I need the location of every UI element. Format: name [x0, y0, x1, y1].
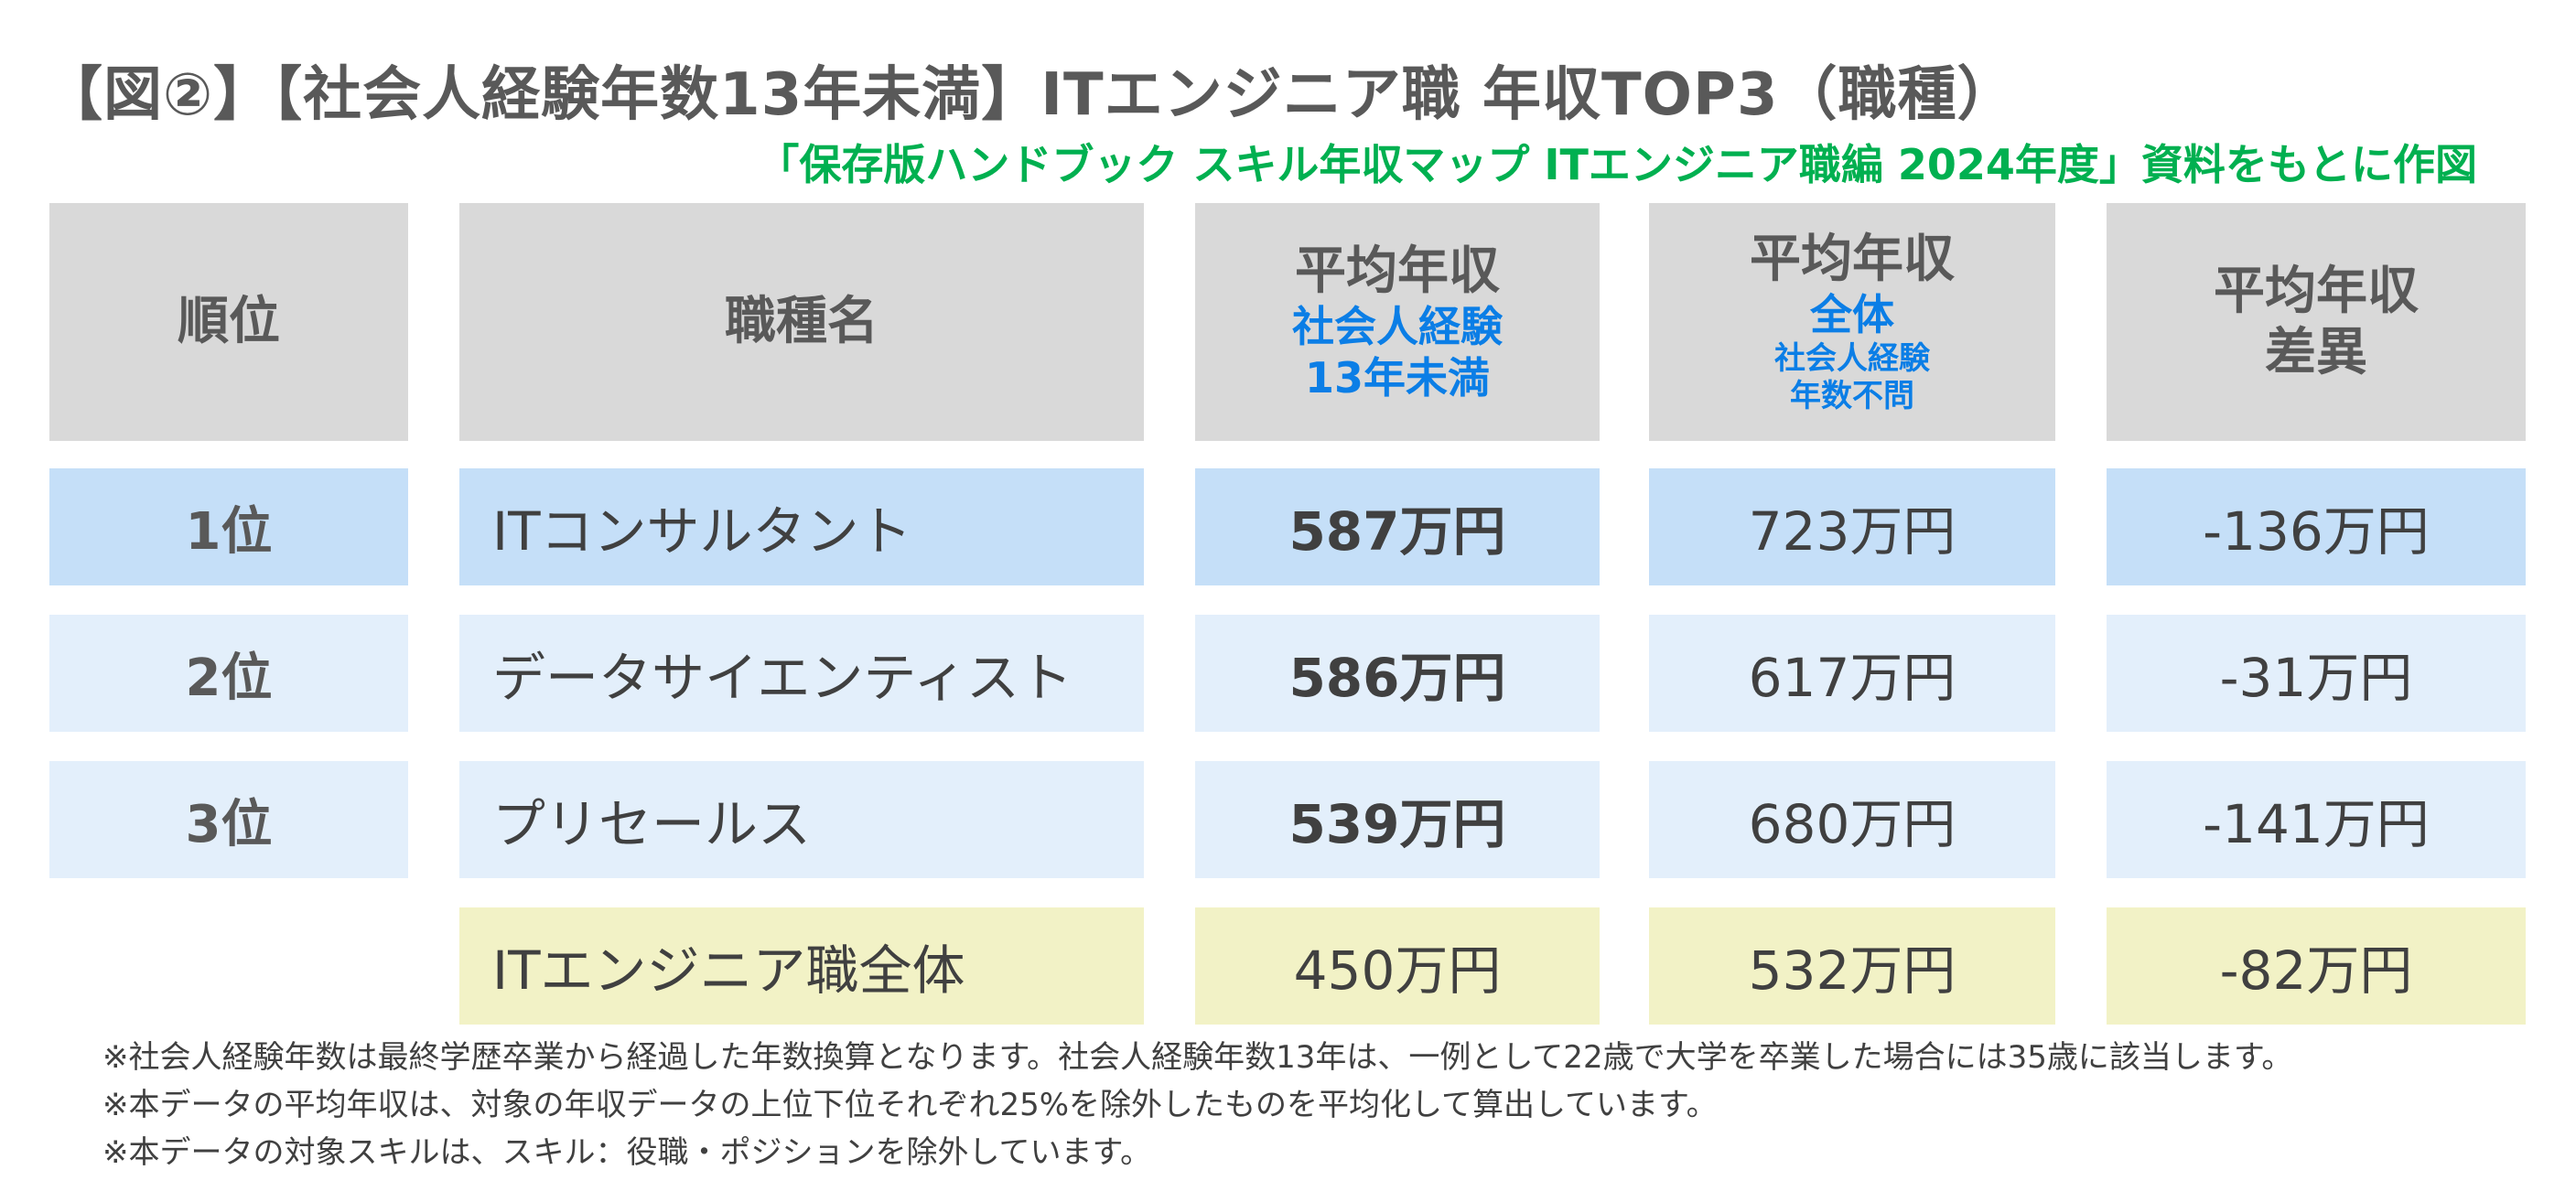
total-all: 532万円 — [1649, 907, 2055, 1025]
row2-avg: 586万円 — [1195, 615, 1600, 732]
header-job: 職種名 — [459, 203, 1144, 441]
row3-all: 680万円 — [1649, 761, 2055, 878]
total-avg: 450万円 — [1195, 907, 1600, 1025]
footnote-1: ※社会人経験年数は最終学歴卒業から経過した年数換算となります。社会人経験年数13… — [102, 1039, 2293, 1076]
total-job: ITエンジニア職全体 — [459, 907, 1144, 1025]
row2-job: データサイエンティスト — [459, 615, 1144, 732]
row2-rank: 2位 — [49, 615, 408, 732]
page-title: 【図②】【社会人経験年数13年未満】ITエンジニア職 年収TOP3（職種） — [44, 61, 2017, 129]
row2-diff: -31万円 — [2107, 615, 2526, 732]
footnote-2: ※本データの平均年収は、対象の年収データの上位下位それぞれ25%を除外したものを… — [102, 1087, 1718, 1123]
row1-rank: 1位 — [49, 468, 408, 585]
row2-all: 617万円 — [1649, 615, 2055, 732]
row3-rank: 3位 — [49, 761, 408, 878]
row3-diff: -141万円 — [2107, 761, 2526, 878]
source-subtitle: 「保存版ハンドブック スキル年収マップ ITエンジニア職編 2024年度」資料を… — [757, 140, 2477, 189]
row1-avg: 587万円 — [1195, 468, 1600, 585]
row1-job: ITコンサルタント — [459, 468, 1144, 585]
header-avg-all: 平均年収 全体 社会人経験 年数不問 — [1649, 203, 2055, 441]
row1-diff: -136万円 — [2107, 468, 2526, 585]
footnote-3: ※本データの対象スキルは、スキル：役職・ポジションを除外しています。 — [102, 1134, 1152, 1171]
header-diff: 平均年収 差異 — [2107, 203, 2526, 441]
row1-all: 723万円 — [1649, 468, 2055, 585]
row3-avg: 539万円 — [1195, 761, 1600, 878]
total-diff: -82万円 — [2107, 907, 2526, 1025]
row3-job: プリセールス — [459, 761, 1144, 878]
header-avg-under13: 平均年収 社会人経験 13年未満 — [1195, 203, 1600, 441]
header-rank: 順位 — [49, 203, 408, 441]
